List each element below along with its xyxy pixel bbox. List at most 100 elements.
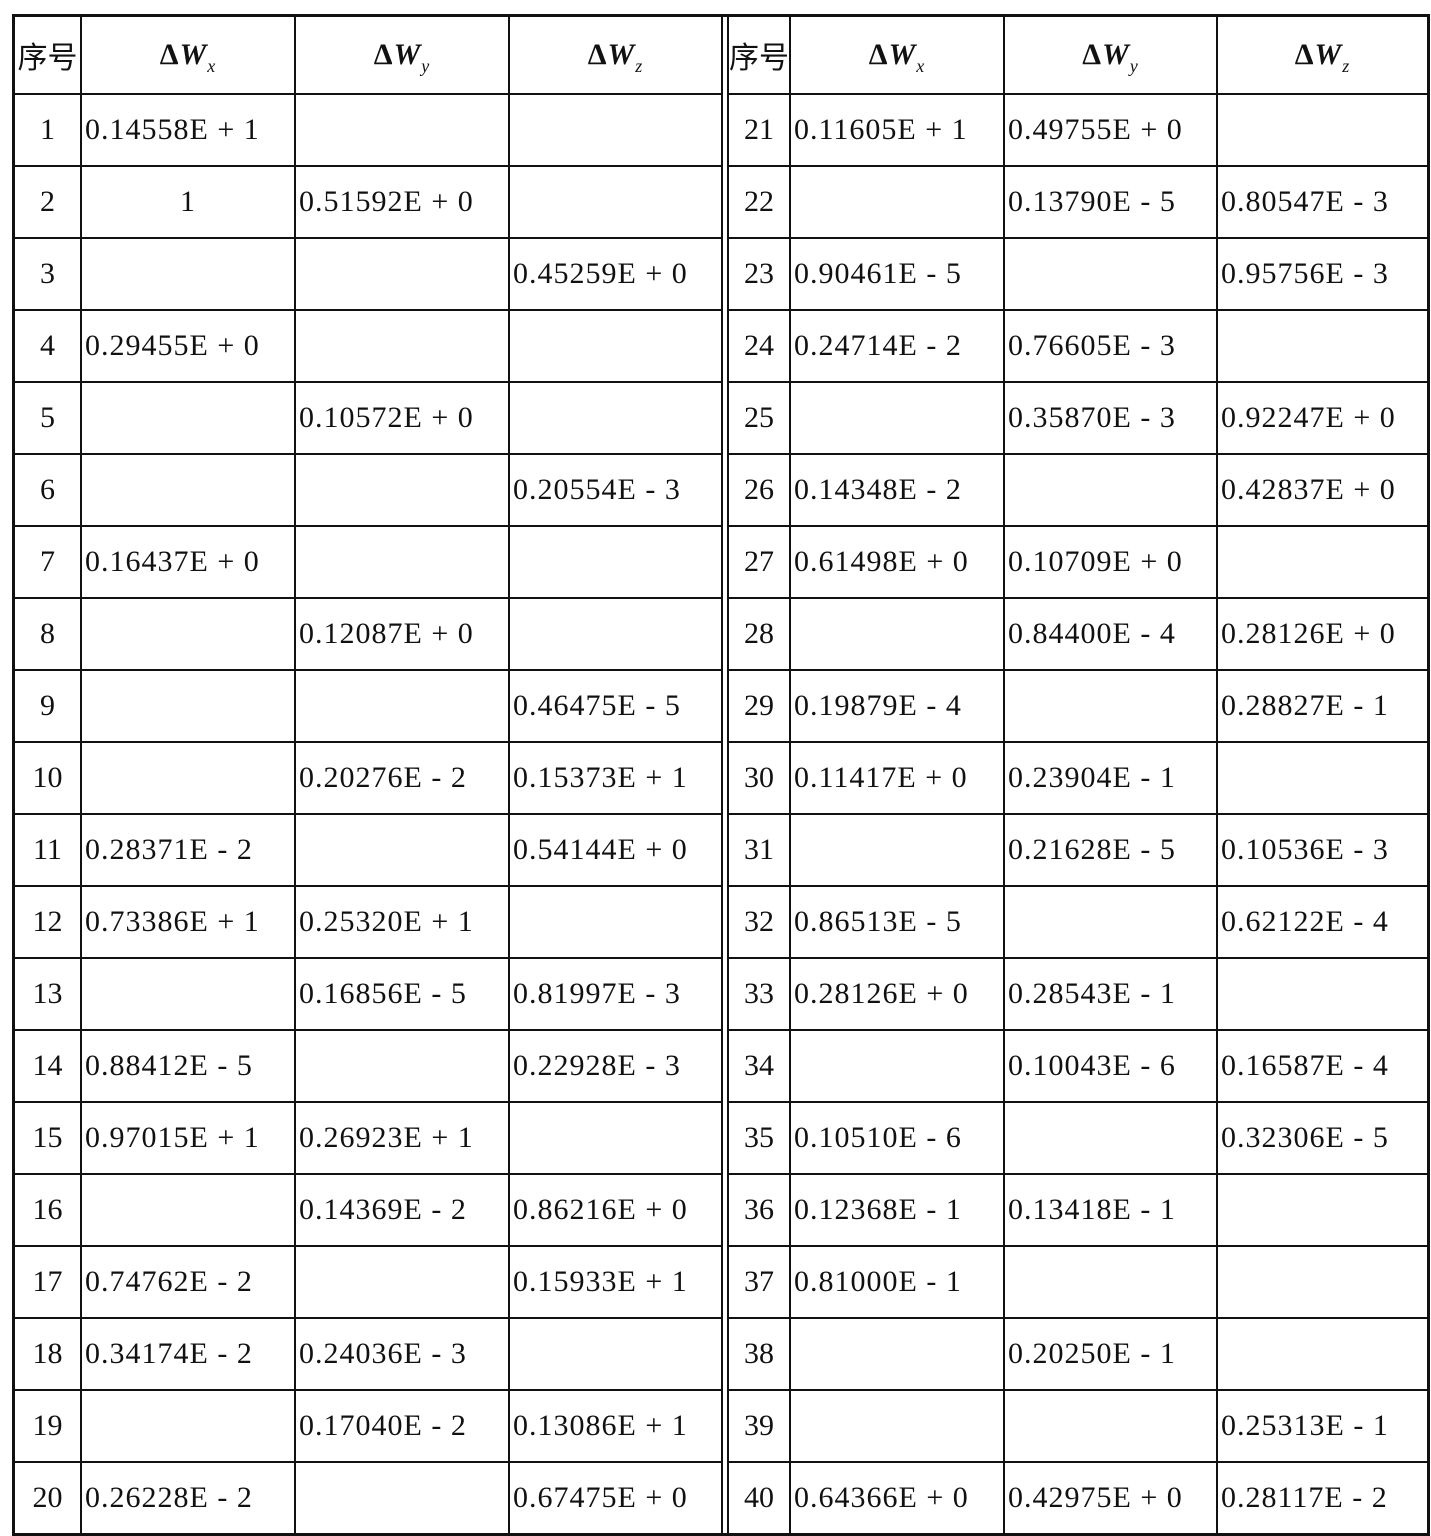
row-index: 30 (729, 741, 791, 815)
delta-wz-cell (508, 525, 721, 599)
delta-wz-cell: 0.67475E + 0 (508, 1461, 721, 1533)
delta-wy-cell (1003, 1389, 1218, 1463)
delta-wx-cell (789, 1029, 1005, 1103)
delta-wy-cell: 0.25320E + 1 (294, 885, 510, 959)
delta-wx-cell: 0.19879E - 4 (789, 669, 1005, 743)
table-row: 20 0.26228E - 2 0.67475E + 0 (15, 1461, 721, 1533)
delta-symbol: Δ (587, 38, 608, 71)
delta-wy-cell: 0.10572E + 0 (294, 381, 510, 455)
delta-wz-cell: 0.13086E + 1 (508, 1389, 721, 1463)
row-index: 17 (15, 1245, 82, 1319)
table-row: 23 0.90461E - 5 0.95756E - 3 (729, 237, 1427, 311)
w-symbol: W (393, 38, 422, 71)
table-row: 9 0.46475E - 5 (15, 669, 721, 743)
delta-wy-cell: 0.20250E - 1 (1003, 1317, 1218, 1391)
row-index: 25 (729, 381, 791, 455)
w-symbol: W (607, 38, 636, 71)
table-row: 37 0.81000E - 1 (729, 1245, 1427, 1319)
delta-wx-cell: 0.34174E - 2 (80, 1317, 296, 1391)
delta-wy-cell (294, 525, 510, 599)
delta-wz-cell: 0.25313E - 1 (1216, 1389, 1427, 1463)
delta-wx-cell: 0.81000E - 1 (789, 1245, 1005, 1319)
table-row: 30 0.11417E + 0 0.23904E - 1 (729, 741, 1427, 815)
delta-symbol: Δ (159, 38, 180, 71)
delta-wy-cell: 0.17040E - 2 (294, 1389, 510, 1463)
row-index: 32 (729, 885, 791, 959)
row-index: 12 (15, 885, 82, 959)
delta-wz-cell: 0.10536E - 3 (1216, 813, 1427, 887)
row-index: 13 (15, 957, 82, 1031)
delta-wy-cell (294, 93, 510, 167)
subscript-z: z (635, 56, 644, 76)
delta-wy-cell: 0.26923E + 1 (294, 1101, 510, 1175)
delta-wx-cell: 0.61498E + 0 (789, 525, 1005, 599)
table-row: 22 0.13790E - 5 0.80547E - 3 (729, 165, 1427, 239)
row-index: 35 (729, 1101, 791, 1175)
delta-wy-cell (294, 309, 510, 383)
header-delta-wz: ΔWz (508, 17, 721, 95)
delta-wx-cell (789, 1389, 1005, 1463)
table-row: 13 0.16856E - 5 0.81997E - 3 (15, 957, 721, 1031)
delta-wy-cell: 0.35870E - 3 (1003, 381, 1218, 455)
table-row: 11 0.28371E - 2 0.54144E + 0 (15, 813, 721, 887)
delta-wy-cell (1003, 885, 1218, 959)
row-index: 22 (729, 165, 791, 239)
double-divider (721, 17, 729, 1533)
row-index: 37 (729, 1245, 791, 1319)
delta-wz-cell (508, 1101, 721, 1175)
table-row: 2 1 0.51592E + 0 (15, 165, 721, 239)
delta-wz-cell: 0.92247E + 0 (1216, 381, 1427, 455)
row-index: 33 (729, 957, 791, 1031)
delta-wz-cell (508, 597, 721, 671)
delta-symbol: Δ (1294, 38, 1315, 71)
table-row: 40 0.64366E + 0 0.42975E + 0 0.28117E - 2 (729, 1461, 1427, 1533)
table-row: 39 0.25313E - 1 (729, 1389, 1427, 1463)
row-index: 6 (15, 453, 82, 527)
table-row: 12 0.73386E + 1 0.25320E + 1 (15, 885, 721, 959)
delta-wx-cell: 0.86513E - 5 (789, 885, 1005, 959)
delta-wz-cell (508, 381, 721, 455)
delta-wx-cell: 0.28126E + 0 (789, 957, 1005, 1031)
row-index: 15 (15, 1101, 82, 1175)
delta-wy-cell: 0.16856E - 5 (294, 957, 510, 1031)
table-row: 33 0.28126E + 0 0.28543E - 1 (729, 957, 1427, 1031)
delta-wz-cell (508, 93, 721, 167)
delta-wy-cell: 0.13418E - 1 (1003, 1173, 1218, 1247)
header-index: 序号 (15, 17, 82, 95)
row-index: 18 (15, 1317, 82, 1391)
delta-wz-cell (1216, 741, 1427, 815)
delta-wy-cell: 0.20276E - 2 (294, 741, 510, 815)
row-index: 5 (15, 381, 82, 455)
row-index: 27 (729, 525, 791, 599)
delta-wx-cell: 0.26228E - 2 (80, 1461, 296, 1533)
delta-wx-cell (80, 1389, 296, 1463)
table-row: 4 0.29455E + 0 (15, 309, 721, 383)
delta-wy-cell (1003, 1245, 1218, 1319)
delta-wz-cell: 0.81997E - 3 (508, 957, 721, 1031)
delta-wy-cell: 0.21628E - 5 (1003, 813, 1218, 887)
delta-wx-cell (80, 453, 296, 527)
delta-wz-cell: 0.46475E - 5 (508, 669, 721, 743)
delta-wx-cell (80, 957, 296, 1031)
delta-wx-cell: 0.24714E - 2 (789, 309, 1005, 383)
delta-wx-cell (80, 741, 296, 815)
delta-wx-cell: 0.97015E + 1 (80, 1101, 296, 1175)
table-row: 19 0.17040E - 2 0.13086E + 1 (15, 1389, 721, 1463)
delta-wz-cell (1216, 1317, 1427, 1391)
delta-wx-cell: 0.88412E - 5 (80, 1029, 296, 1103)
row-index: 29 (729, 669, 791, 743)
delta-wx-cell: 0.14558E + 1 (80, 93, 296, 167)
header-delta-wx: ΔWx (789, 17, 1005, 95)
delta-wy-cell (1003, 237, 1218, 311)
row-index: 31 (729, 813, 791, 887)
delta-wx-cell: 0.29455E + 0 (80, 309, 296, 383)
table-row: 34 0.10043E - 6 0.16587E - 4 (729, 1029, 1427, 1103)
table-row: 18 0.34174E - 2 0.24036E - 3 (15, 1317, 721, 1391)
row-index: 36 (729, 1173, 791, 1247)
delta-wz-cell: 0.22928E - 3 (508, 1029, 721, 1103)
delta-wz-cell: 0.32306E - 5 (1216, 1101, 1427, 1175)
table-row: 15 0.97015E + 1 0.26923E + 1 (15, 1101, 721, 1175)
table-row: 27 0.61498E + 0 0.10709E + 0 (729, 525, 1427, 599)
delta-wz-cell (1216, 309, 1427, 383)
delta-wy-cell: 0.14369E - 2 (294, 1173, 510, 1247)
